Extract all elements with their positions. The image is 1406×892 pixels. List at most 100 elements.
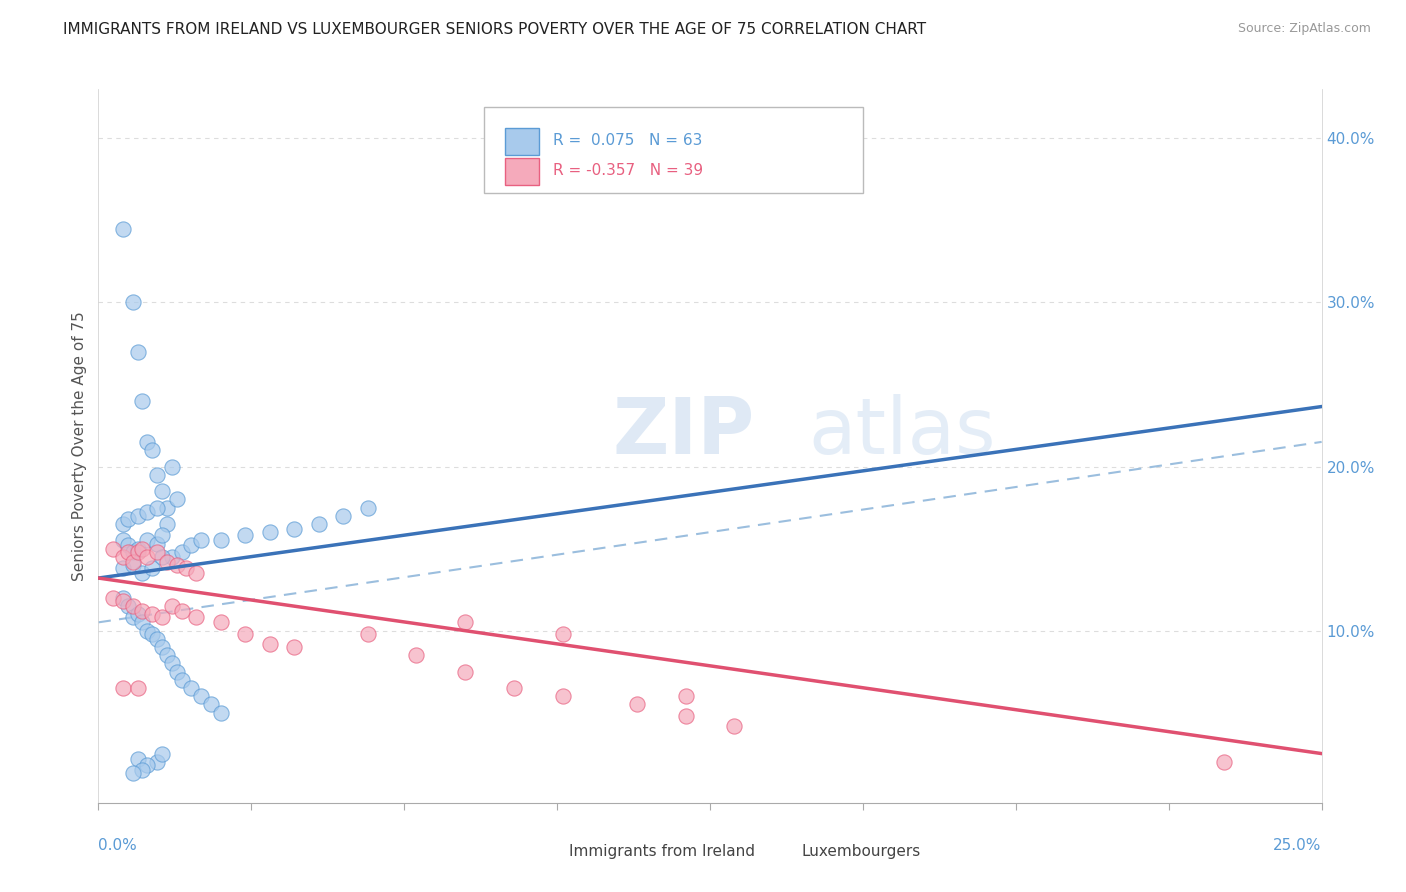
Point [121, 599, 143, 613]
Point [259, 525, 281, 540]
Point [675, 689, 697, 703]
Point [308, 516, 330, 531]
Point [146, 536, 169, 550]
Point [170, 673, 193, 687]
Point [141, 607, 163, 622]
Point [117, 512, 139, 526]
Text: Source: ZipAtlas.com: Source: ZipAtlas.com [1237, 22, 1371, 36]
Text: R = -0.357   N = 39: R = -0.357 N = 39 [554, 163, 703, 178]
Text: Immigrants from Ireland: Immigrants from Ireland [569, 844, 755, 859]
Point [136, 758, 159, 772]
Point [111, 591, 134, 605]
Y-axis label: Seniors Poverty Over the Age of 75: Seniors Poverty Over the Age of 75 [72, 311, 87, 581]
Point [121, 295, 143, 310]
Text: 0.0%: 0.0% [98, 838, 138, 854]
Point [101, 541, 124, 556]
Point [111, 533, 134, 548]
Point [111, 594, 134, 608]
Point [146, 467, 169, 482]
Point [553, 689, 575, 703]
Point [186, 610, 208, 624]
Point [141, 627, 163, 641]
Point [170, 604, 193, 618]
Point [131, 763, 153, 777]
Bar [759, 838, 793, 865]
Text: atlas: atlas [808, 393, 995, 470]
Point [150, 484, 173, 499]
Point [166, 492, 188, 507]
Point [150, 528, 173, 542]
Point [176, 561, 198, 575]
Point [127, 545, 149, 559]
Point [156, 648, 179, 662]
Text: ZIP: ZIP [612, 393, 755, 470]
Point [156, 555, 179, 569]
Point [111, 681, 134, 695]
Point [121, 555, 143, 569]
Point [111, 516, 134, 531]
Point [127, 607, 149, 622]
Point [233, 528, 256, 542]
Point [156, 516, 179, 531]
Point [136, 505, 159, 519]
Point [405, 648, 427, 662]
Point [117, 599, 139, 613]
Point [146, 500, 169, 515]
Bar [526, 838, 561, 865]
Point [180, 538, 202, 552]
Bar [505, 128, 538, 155]
Point [131, 566, 153, 581]
Point [190, 533, 212, 548]
Point [150, 640, 173, 654]
Point [160, 459, 183, 474]
Point [141, 443, 163, 458]
Point [127, 541, 149, 556]
Point [675, 709, 697, 723]
Point [356, 500, 378, 515]
Point [136, 549, 159, 564]
Point [283, 522, 305, 536]
Text: Luxembourgers: Luxembourgers [801, 844, 921, 859]
Point [723, 719, 745, 733]
Point [127, 681, 149, 695]
Point [356, 627, 378, 641]
Point [117, 545, 139, 559]
Point [146, 632, 169, 646]
Point [146, 755, 169, 769]
Point [121, 545, 143, 559]
Point [127, 344, 149, 359]
Point [136, 624, 159, 638]
Point [454, 615, 477, 630]
Text: IMMIGRANTS FROM IRELAND VS LUXEMBOURGER SENIORS POVERTY OVER THE AGE OF 75 CORRE: IMMIGRANTS FROM IRELAND VS LUXEMBOURGER … [63, 22, 927, 37]
Point [131, 615, 153, 630]
Point [259, 637, 281, 651]
FancyBboxPatch shape [484, 107, 863, 193]
Point [111, 549, 134, 564]
Point [180, 681, 202, 695]
Point [209, 706, 232, 720]
Point [127, 751, 149, 765]
Point [626, 698, 648, 712]
Point [166, 558, 188, 572]
Point [170, 545, 193, 559]
Point [150, 747, 173, 761]
Point [166, 665, 188, 679]
Point [190, 689, 212, 703]
Point [117, 538, 139, 552]
Point [209, 533, 232, 548]
Point [209, 615, 232, 630]
Point [121, 558, 143, 572]
Point [160, 549, 183, 564]
Point [136, 533, 159, 548]
Point [186, 566, 208, 581]
Point [233, 627, 256, 641]
Point [146, 545, 169, 559]
Point [503, 681, 526, 695]
Point [454, 665, 477, 679]
Point [121, 610, 143, 624]
Point [156, 500, 179, 515]
Point [111, 561, 134, 575]
Point [101, 591, 124, 605]
Point [553, 627, 575, 641]
Point [136, 434, 159, 449]
